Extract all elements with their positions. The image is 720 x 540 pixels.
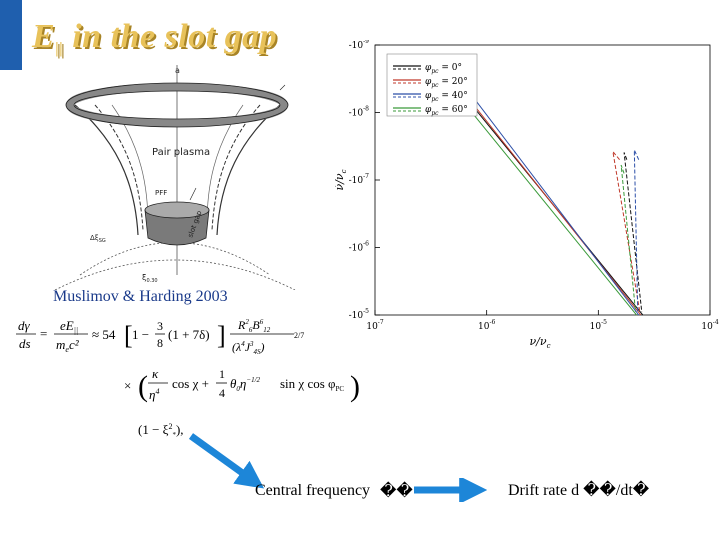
svg-text:=: =	[40, 326, 47, 341]
slot-gap-ring	[66, 83, 288, 127]
x-axis-label: ν/νc	[529, 335, 550, 350]
svg-text:[: [	[124, 321, 133, 350]
xi-label: ξ0.30	[142, 273, 158, 284]
drift-rate-label: Drift rate d ��/dt�	[508, 482, 650, 499]
star-surface-arc	[79, 242, 271, 276]
svg-text:4: 4	[219, 386, 225, 400]
svg-text:R26B612: R26B612	[237, 318, 271, 334]
legend-label-3: φpc = 60°	[425, 105, 468, 117]
figure-caption: Muslimov & Harding 2003	[53, 288, 228, 305]
y-tick-label: -10-8	[349, 106, 370, 119]
y-tick-label: -10-7	[349, 173, 370, 186]
right-arrow	[414, 478, 488, 502]
x-tick-label: 10-7	[366, 319, 383, 332]
svg-text:sin χ cos φPC: sin χ cos φPC	[280, 376, 344, 393]
star-surface-arc-outer	[54, 259, 296, 290]
funnel-right-inner	[211, 104, 261, 231]
drift-rate-chart: 10-7 10-6 10-5 10-4 -10-9 -10-8 -10-7 -10-6 -10-…	[335, 40, 719, 350]
y-tick-label: -10-5	[349, 308, 370, 321]
title-accent-bar	[0, 0, 22, 70]
svg-text:8: 8	[157, 336, 163, 350]
unrendered-glyph: ��	[380, 483, 413, 500]
y-tick-label: -10-9	[349, 40, 370, 51]
svg-text:1 −: 1 −	[132, 327, 149, 342]
series-dashed-1	[612, 149, 641, 312]
energy-loss-equation: dγ ds = eE|| mec² ≈ 54 [ 1 − 3 8 (1 + 7δ…	[16, 318, 360, 439]
x-tick-label: 10-6	[478, 319, 495, 332]
central-frequency-label: Central frequency	[255, 482, 371, 499]
svg-text:]: ]	[217, 321, 226, 350]
delta-xi-label: ΔξSG	[90, 234, 106, 244]
series-dashed-3	[620, 164, 637, 312]
svg-text:ds: ds	[19, 336, 31, 351]
y-tick-label: -10-6	[349, 241, 370, 254]
series-dashed-2	[633, 149, 640, 312]
svg-text:(1 + 7δ): (1 + 7δ)	[168, 327, 210, 342]
svg-text:η4: η4	[149, 387, 159, 402]
pair-plasma-label: Pair plasma	[152, 147, 210, 158]
funnel-left-inner	[94, 104, 144, 231]
slide-title: E|| in the slot gap	[32, 18, 278, 57]
svg-text:(1 − ξ2*),: (1 − ξ2*),	[138, 422, 184, 439]
svg-text:cos χ +: cos χ +	[172, 376, 209, 391]
series-dashed-0	[623, 152, 643, 312]
svg-text:1: 1	[219, 367, 225, 381]
svg-text:a: a	[175, 66, 180, 75]
series-line-2	[452, 70, 640, 316]
svg-text:≈ 54: ≈ 54	[92, 327, 116, 342]
legend-label-1: φpc = 20°	[425, 77, 468, 89]
slot-gap-diagram: a Pair plasma PFF slot gap ΔξSG ξ0.30	[54, 65, 296, 290]
x-tick-label: 10-4	[701, 319, 718, 332]
svg-text:(: (	[138, 370, 148, 403]
svg-text:dγ: dγ	[18, 318, 31, 333]
svg-text:θ0η−1/2: θ0η−1/2	[230, 376, 261, 393]
svg-text:κ: κ	[152, 366, 159, 381]
y-axis-label: ν̇/νc	[335, 169, 348, 190]
svg-text:): )	[350, 370, 360, 403]
svg-text:(λ4J34S): (λ4J34S)	[232, 340, 265, 356]
down-right-arrow	[188, 433, 265, 489]
svg-text:×: ×	[124, 378, 131, 393]
legend-label-0: φpc = 0°	[425, 63, 462, 75]
pff-label: PFF	[155, 189, 167, 197]
legend-label-2: φpc = 40°	[425, 91, 468, 103]
svg-text:mec²: mec²	[56, 337, 80, 354]
svg-text:eE||: eE||	[60, 318, 78, 335]
svg-text:2/7: 2/7	[294, 331, 304, 340]
pff-cup	[144, 209, 210, 246]
x-tick-label: 10-5	[590, 319, 607, 332]
legend-box	[386, 53, 478, 117]
svg-text:3: 3	[157, 319, 163, 333]
